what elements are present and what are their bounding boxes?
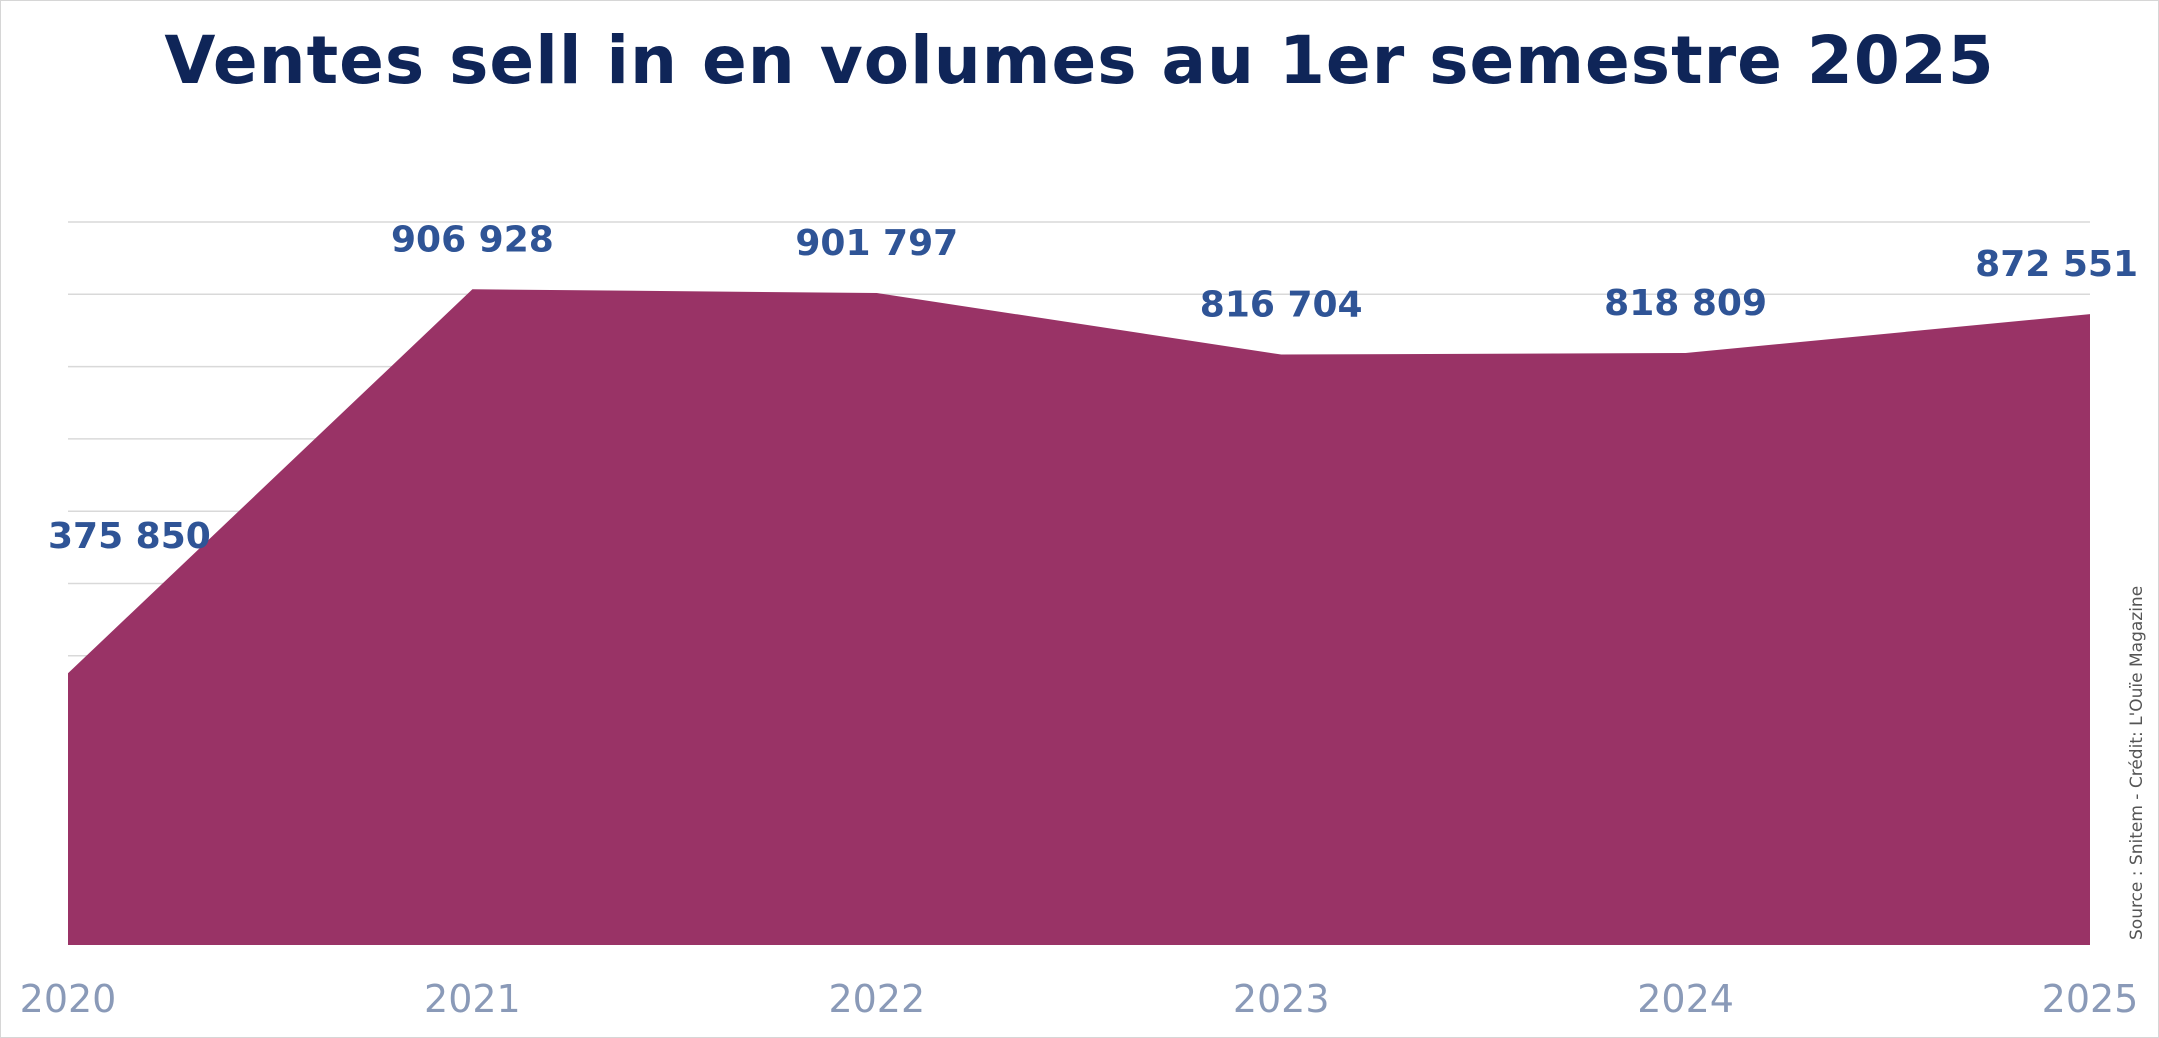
x-tick-label-2023: 2023: [1233, 977, 1330, 1021]
area-series: [68, 289, 2090, 946]
data-label-2021: 906 928: [391, 219, 554, 260]
data-label-2024: 818 809: [1604, 283, 1767, 324]
chart-title: Ventes sell in en volumes au 1er semestr…: [164, 22, 1995, 99]
data-label-2020: 375 850: [48, 516, 211, 557]
x-axis-tick-labels: 2020 2021 2022 2023 2024 2025: [20, 977, 2139, 1021]
data-label-2023: 816 704: [1200, 285, 1363, 326]
x-tick-label-2020: 2020: [20, 977, 117, 1021]
x-tick-label-2021: 2021: [424, 977, 521, 1021]
data-label-2022: 901 797: [795, 223, 958, 264]
x-tick-label-2022: 2022: [828, 977, 925, 1021]
source-credit: Source : Snitem - Crédit: L'Ouïe Magazin…: [2127, 585, 2147, 940]
x-tick-label-2025: 2025: [2042, 977, 2139, 1021]
data-label-2025: 872 551: [1975, 244, 2138, 285]
data-labels: 375 850 906 928 901 797 816 704 818 809 872 5…: [48, 219, 2138, 557]
x-tick-label-2024: 2024: [1637, 977, 1734, 1021]
area-series-0: [68, 289, 2090, 946]
